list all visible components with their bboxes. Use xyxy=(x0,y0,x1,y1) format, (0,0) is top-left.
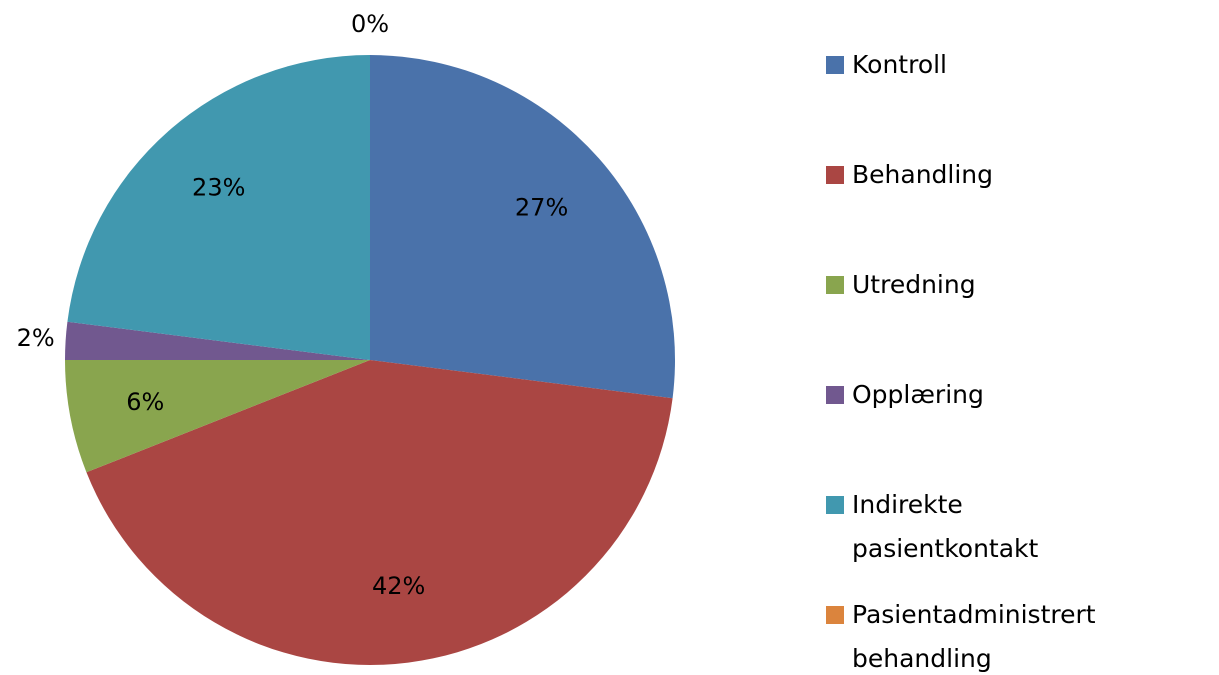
data-label: 6% xyxy=(126,388,164,416)
data-label: 23% xyxy=(192,173,245,201)
data-label: 27% xyxy=(515,194,568,222)
legend-label: Pasientadministrert behandling xyxy=(852,600,1096,673)
pie-slice xyxy=(86,360,673,665)
legend-item: Behandling xyxy=(826,153,1216,197)
data-label: 2% xyxy=(17,324,55,352)
pie-slice xyxy=(65,321,370,360)
data-label: 0% xyxy=(351,10,389,38)
legend-item: Pasientadministrert behandling xyxy=(826,593,1216,675)
legend-item: Opplæring xyxy=(826,373,1216,417)
data-label: 42% xyxy=(372,572,425,600)
legend-label: Kontroll xyxy=(852,50,948,79)
legend-swatch xyxy=(826,56,844,74)
legend-swatch xyxy=(826,606,844,624)
legend-label: Utredning xyxy=(852,270,976,299)
legend-swatch xyxy=(826,276,844,294)
legend-swatch xyxy=(826,166,844,184)
legend-swatch xyxy=(826,386,844,404)
pie-slice xyxy=(370,55,675,399)
pie-slice xyxy=(65,360,370,473)
legend-label: Behandling xyxy=(852,160,994,189)
legend-label: Opplæring xyxy=(852,380,984,409)
legend-item: Utredning xyxy=(826,263,1216,307)
legend-swatch xyxy=(826,496,844,514)
pie-area: 27% 42% 6% 2% 23% 0% xyxy=(17,10,675,665)
pie-slice xyxy=(67,55,370,360)
legend-label: Indirekte pasientkontakt xyxy=(852,490,1039,563)
legend-item: Indirekte pasientkontakt xyxy=(826,483,1216,571)
legend-item: Kontroll xyxy=(826,43,1216,87)
